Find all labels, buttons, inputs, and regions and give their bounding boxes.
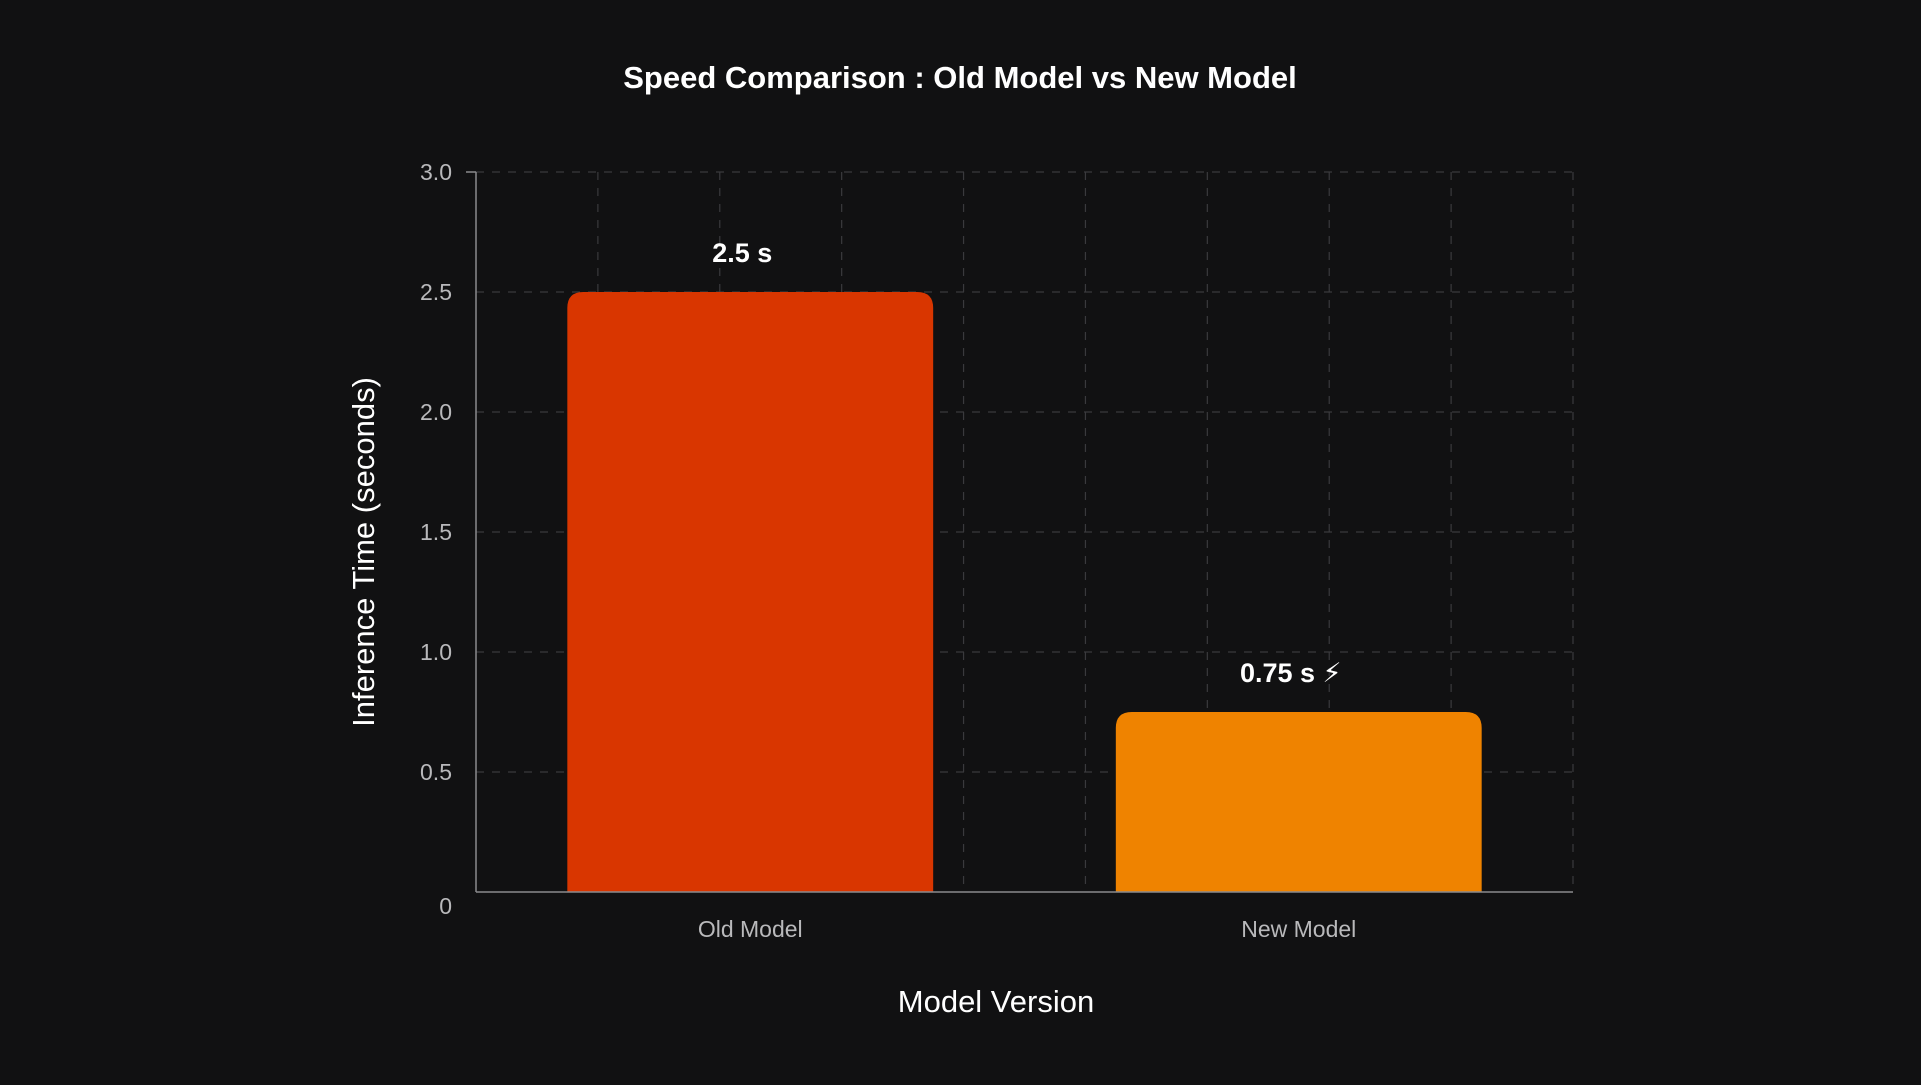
y-tick-label: 2.0 — [420, 399, 452, 425]
chart-title: Speed Comparison : Old Model vs New Mode… — [623, 60, 1296, 95]
y-tick-label: 1.5 — [420, 519, 452, 545]
axes — [466, 171, 1573, 893]
x-axis-label: Model Version — [898, 984, 1094, 1019]
bars — [567, 292, 1482, 892]
data-label: 0.75 s ⚡ — [1240, 658, 1342, 688]
y-tick-label: 3.0 — [420, 159, 452, 185]
data-label: 2.5 s — [712, 238, 772, 268]
x-tick-label: Old Model — [698, 916, 803, 942]
y-tick-label: 0 — [439, 893, 452, 919]
y-tick-label: 1.0 — [420, 639, 452, 665]
bar-old-model — [567, 292, 934, 892]
labels: 0 0.5 1.0 1.5 2.0 2.5 3.0 2.5 s Old Model 0.75 s … — [420, 159, 1356, 942]
y-axis-label: Inference Time (seconds) — [346, 377, 381, 727]
y-tick-label: 2.5 — [420, 279, 452, 305]
y-tick-label: 0.5 — [420, 759, 452, 785]
x-tick-label: New Model — [1241, 916, 1356, 942]
bar-new-model — [1115, 712, 1482, 892]
